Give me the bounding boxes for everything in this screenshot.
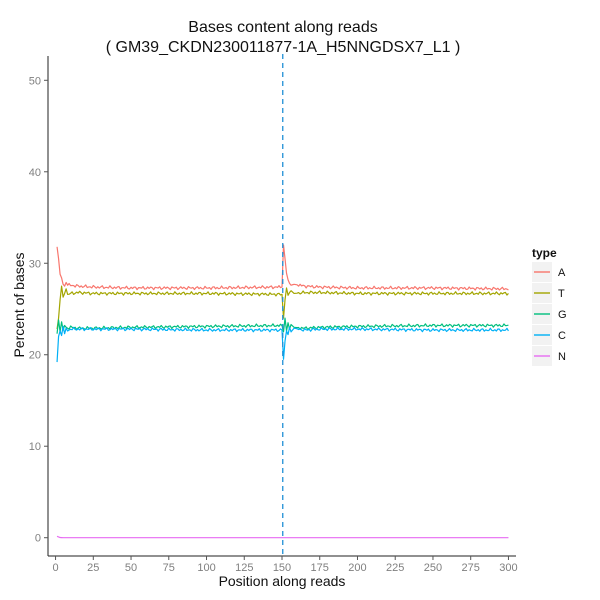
legend-label-A: A — [558, 267, 566, 279]
x-tick-label: 300 — [499, 562, 517, 574]
y-tick-label: 20 — [29, 350, 41, 362]
plot-area — [56, 54, 509, 556]
y-tick-label: 10 — [29, 441, 41, 453]
y-tick-label: 30 — [29, 258, 41, 270]
x-tick-label: 100 — [197, 562, 215, 574]
x-tick-label: 275 — [462, 562, 480, 574]
x-tick-label: 125 — [235, 562, 253, 574]
x-tick-label: 50 — [125, 562, 137, 574]
chart-title: Bases content along reads — [188, 19, 377, 36]
y-tick-label: 40 — [29, 167, 41, 179]
legend-label-N: N — [558, 351, 566, 363]
chart-subtitle: ( GM39_CKDN230011877-1A_H5NNGDSX7_L1 ) — [106, 39, 461, 56]
x-axis-title: Position along reads — [219, 573, 346, 589]
x-tick-label: 0 — [52, 562, 58, 574]
y-tick-label: 0 — [35, 533, 41, 545]
x-tick-label: 250 — [424, 562, 442, 574]
axes: 0 25 50 75 100 125 150 175 200 225 250 275 300 0 10 20 3… — [29, 56, 518, 574]
x-tick-label: 150 — [273, 562, 291, 574]
series-line-N — [56, 535, 509, 539]
legend-label-G: G — [558, 309, 567, 321]
legend-label-T: T — [558, 288, 565, 300]
legend-title: type — [532, 246, 557, 260]
x-tick-label: 225 — [386, 562, 404, 574]
y-tick-label: 50 — [29, 75, 41, 87]
x-tick-label: 175 — [311, 562, 329, 574]
y-axis-title: Percent of bases — [11, 252, 27, 357]
x-tick-label: 25 — [87, 562, 99, 574]
x-tick-label: 200 — [348, 562, 366, 574]
legend-label-C: C — [558, 330, 566, 342]
x-tick-label: 75 — [163, 562, 175, 574]
